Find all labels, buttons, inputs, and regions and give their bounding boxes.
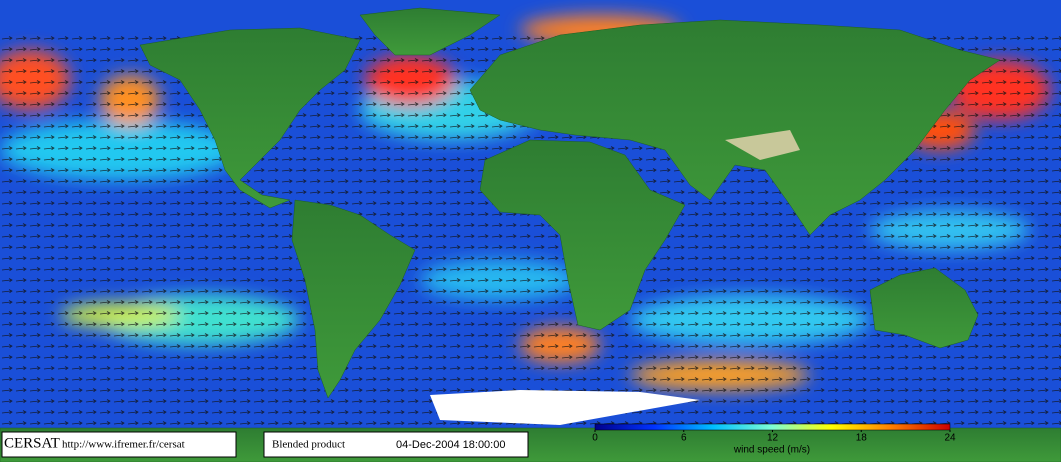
- product-box: [263, 431, 529, 458]
- url-box: [1, 431, 237, 458]
- url: http://www.ifremer.fr/cersat: [62, 439, 185, 451]
- colorbar-label: wind speed (m/s): [733, 445, 810, 456]
- datetime: 04-Dec-2004 18:00:00: [396, 439, 505, 451]
- logo: CERSAT: [4, 435, 60, 451]
- tibet-plateau: [725, 130, 800, 160]
- colorbar-tick-label: 24: [944, 433, 956, 444]
- product: Blended product: [272, 439, 345, 451]
- colorbar: [594, 423, 951, 431]
- antarctic-ice: [430, 390, 700, 425]
- colorbar-tick-label: 18: [856, 433, 868, 444]
- colorbar-tick-label: 0: [592, 433, 598, 444]
- colorbar-tick-label: 6: [681, 433, 687, 444]
- continents: [0, 7, 1061, 462]
- colorbar-tick-label: 12: [767, 433, 779, 444]
